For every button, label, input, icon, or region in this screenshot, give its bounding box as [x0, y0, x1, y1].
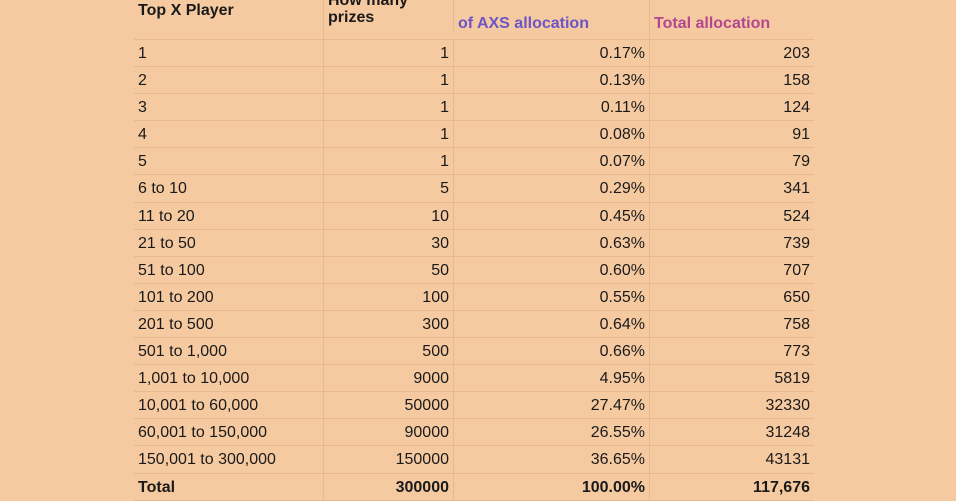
total-row: Total 300000 100.00% 117,676: [134, 473, 814, 501]
prizes-cell[interactable]: 1: [324, 67, 454, 94]
pct-cell[interactable]: 0.13%: [454, 67, 650, 94]
prizes-cell[interactable]: 300: [324, 310, 454, 338]
rank-cell[interactable]: 501 to 1,000: [134, 338, 324, 365]
table-row: 60,001 to 150,000 90000 26.55% 31248: [134, 419, 814, 447]
rank-cell[interactable]: 201 to 500: [134, 310, 324, 338]
total-cell[interactable]: 31248: [765, 424, 811, 442]
total-cell[interactable]: 773: [783, 343, 810, 361]
table-row: 21 to 50 30 0.63% 739: [134, 229, 814, 257]
total-cell[interactable]: 707: [783, 261, 810, 279]
pct-cell[interactable]: 0.45%: [454, 202, 650, 229]
pct-cell[interactable]: 0.64%: [454, 310, 650, 338]
header-how-many-prizes[interactable]: How many prizes: [324, 0, 454, 31]
table-row: 1,001 to 10,000 9000 4.95% 5819: [134, 365, 814, 393]
total-prizes[interactable]: 300000: [324, 473, 454, 500]
total-cell[interactable]: 158: [783, 72, 810, 90]
total-pct[interactable]: 100.00%: [454, 473, 650, 500]
total-cell[interactable]: 124: [783, 99, 810, 117]
pct-cell[interactable]: 0.08%: [454, 121, 650, 148]
table-row: 3 1 0.11% 124: [134, 94, 814, 122]
table-row: 2 1 0.13% 158: [134, 67, 814, 95]
total-cell[interactable]: 524: [783, 207, 810, 225]
rank-cell[interactable]: 101 to 200: [134, 283, 324, 310]
pct-cell[interactable]: 27.47%: [454, 392, 650, 419]
rank-cell[interactable]: 2: [134, 67, 324, 94]
pct-cell[interactable]: 36.65%: [454, 446, 650, 473]
pct-cell[interactable]: 4.95%: [454, 365, 650, 392]
rank-cell[interactable]: 4: [134, 121, 324, 148]
pct-cell[interactable]: 0.29%: [454, 175, 650, 202]
rank-cell[interactable]: 21 to 50: [134, 229, 324, 256]
rank-cell[interactable]: 6 to 10: [134, 175, 324, 202]
total-cell[interactable]: 5819: [774, 370, 810, 388]
pct-cell[interactable]: 0.63%: [454, 229, 650, 256]
total-cell[interactable]: 650: [783, 288, 810, 306]
prizes-cell[interactable]: 100: [324, 283, 454, 310]
header-top-x-player[interactable]: Top X Player: [134, 0, 324, 39]
total-cell[interactable]: 739: [783, 234, 810, 252]
table-row: 201 to 500 300 0.64% 758: [134, 310, 814, 339]
table-row: 150,001 to 300,000 150000 36.65% 43131: [134, 446, 814, 474]
table-row: 5 1 0.07% 79: [134, 148, 814, 176]
pct-cell[interactable]: 26.55%: [454, 419, 650, 446]
total-label[interactable]: Total: [134, 473, 324, 500]
table-row: 6 to 10 5 0.29% 341: [134, 175, 814, 203]
prizes-cell[interactable]: 10: [324, 202, 454, 229]
rank-cell[interactable]: 1: [134, 40, 324, 67]
pct-cell[interactable]: 0.66%: [454, 338, 650, 365]
header-axs-allocation[interactable]: of AXS allocation: [454, 0, 650, 39]
rank-cell[interactable]: 51 to 100: [134, 256, 324, 283]
total-cell[interactable]: 91: [792, 126, 810, 144]
table-row: 51 to 100 50 0.60% 707: [134, 256, 814, 284]
prizes-cell[interactable]: 50: [324, 256, 454, 283]
table-row: 101 to 200 100 0.55% 650: [134, 283, 814, 311]
total-cell[interactable]: 43131: [765, 451, 811, 469]
pct-cell[interactable]: 0.11%: [454, 94, 650, 121]
rank-cell[interactable]: 3: [134, 94, 324, 121]
table-row: 501 to 1,000 500 0.66% 773: [134, 338, 814, 366]
prizes-cell[interactable]: 9000: [324, 365, 454, 392]
prizes-cell[interactable]: 150000: [324, 446, 454, 473]
rank-cell[interactable]: 1,001 to 10,000: [134, 365, 324, 392]
prizes-cell[interactable]: 1: [324, 148, 454, 175]
prizes-cell[interactable]: 1: [324, 94, 454, 121]
pct-cell[interactable]: 0.60%: [454, 256, 650, 283]
rank-cell[interactable]: 11 to 20: [134, 202, 324, 229]
prizes-cell[interactable]: 90000: [324, 419, 454, 446]
total-allocation[interactable]: 117,676: [753, 478, 810, 496]
total-cell[interactable]: 79: [792, 153, 810, 171]
total-cell[interactable]: 203: [783, 45, 810, 62]
header-row: Top X Player How many prizes of AXS allo…: [134, 0, 814, 40]
prizes-cell[interactable]: 30: [324, 229, 454, 256]
pct-cell[interactable]: 0.17%: [454, 40, 650, 67]
rank-cell[interactable]: 10,001 to 60,000: [134, 392, 324, 419]
table-row: 1 1 0.17% 203: [134, 40, 814, 68]
table-row: 11 to 20 10 0.45% 524: [134, 202, 814, 230]
total-cell[interactable]: 341: [783, 180, 810, 198]
table-row: 4 1 0.08% 91: [134, 121, 814, 149]
rank-cell[interactable]: 60,001 to 150,000: [134, 419, 324, 446]
prizes-cell[interactable]: 5: [324, 175, 454, 202]
allocation-table: Top X Player How many prizes of AXS allo…: [134, 0, 814, 501]
header-total-allocation[interactable]: Total allocation: [654, 15, 771, 32]
rank-cell[interactable]: 150,001 to 300,000: [134, 446, 324, 473]
pct-cell[interactable]: 0.55%: [454, 283, 650, 310]
prizes-cell[interactable]: 1: [324, 121, 454, 148]
prizes-cell[interactable]: 500: [324, 338, 454, 365]
pct-cell[interactable]: 0.07%: [454, 148, 650, 175]
total-cell[interactable]: 32330: [765, 397, 811, 415]
table-body: 1 1 0.17% 203 2 1 0.13% 158 3 1 0.11% 124 4 1 0.08% 91 5…: [134, 40, 814, 474]
total-cell[interactable]: 758: [783, 315, 810, 333]
prizes-cell[interactable]: 50000: [324, 392, 454, 419]
prizes-cell[interactable]: 1: [324, 40, 454, 67]
table-row: 10,001 to 60,000 50000 27.47% 32330: [134, 392, 814, 420]
rank-cell[interactable]: 5: [134, 148, 324, 175]
